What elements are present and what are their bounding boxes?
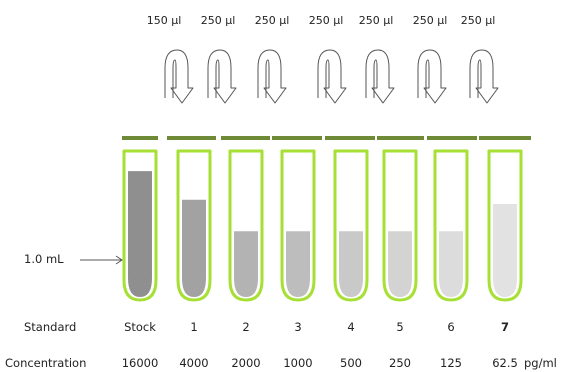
transfer-arrow [469,49,499,104]
transfer-arrows: 150 µl 250 µl 250 µl 250 µl 250 µl 250 µl 250 … [147,14,499,104]
unit-label: pg/ml [524,356,557,370]
tube [487,149,523,302]
standard-label: 2 [242,320,249,334]
transfer-arrow [164,49,194,104]
tube [122,149,158,302]
tube-outline [433,149,469,302]
concentration-value: 250 [389,356,411,370]
tube-outline [228,149,264,302]
tube-outline [122,149,158,302]
tube [433,149,469,302]
standard-label: 4 [347,320,354,334]
tube-liquid [439,231,463,297]
standard-label: 5 [396,320,403,334]
tube-cap [167,136,216,140]
concentration-value: 1000 [283,356,312,370]
standard-label: 6 [447,320,454,334]
tube-liquid [128,171,152,297]
tube-outline [333,149,369,302]
transfer-volume-label: 250 µl [359,14,394,27]
concentration-value: 62.5 [492,356,518,370]
standard-row-label: Standard [24,320,76,334]
tube-group [122,149,523,302]
volume-label: 1.0 mL [24,252,64,266]
transfer-volume-label: 250 µl [413,14,448,27]
tube-labels: Stock 16000 1 4000 2 2000 3 1000 4 500 5 250 6 125 7 62… [122,320,518,370]
transfer-volume-label: 250 µl [461,14,496,27]
standard-label: 1 [190,320,197,334]
transfer-arrow [257,49,287,104]
concentration-value: 4000 [179,356,208,370]
transfer-arrow [207,49,237,104]
concentration-value: 2000 [231,356,260,370]
tube [382,149,418,302]
standard-label: Stock [124,320,156,334]
tube-outline [176,149,212,302]
tube-cap [325,136,375,140]
tube-cap [479,136,531,140]
tube-outline [487,149,523,302]
standard-label: 3 [294,320,301,334]
tube-outline [280,149,316,302]
tube-cap [122,136,158,140]
tube-liquid [286,231,310,297]
concentration-value: 125 [440,356,462,370]
tube-cap [272,136,322,140]
transfer-volume-label: 250 µl [201,14,236,27]
tube [333,149,369,302]
tube-liquid [182,199,206,297]
tube-outline [382,149,418,302]
tube-caps [122,136,531,140]
tube-liquid [234,231,258,297]
transfer-arrow [317,49,347,104]
volume-pointer-arrow [80,255,123,265]
concentration-value: 16000 [122,356,159,370]
transfer-volume-label: 250 µl [309,14,344,27]
tube-cap [221,136,270,140]
tube-liquid [339,231,363,297]
transfer-volume-label: 250 µl [255,14,290,27]
transfer-arrow [365,49,395,104]
transfer-volume-label: 150 µl [147,14,182,27]
tube-liquid [388,231,412,297]
standard-label: 7 [501,320,509,334]
tube [280,149,316,302]
concentration-row-label: Concentration [5,356,86,370]
tube-cap [427,136,477,140]
transfer-arrow [417,49,447,104]
tube-liquid [493,204,517,297]
tube [228,149,264,302]
tube [176,149,212,302]
concentration-value: 500 [340,356,362,370]
tube-cap [377,136,424,140]
